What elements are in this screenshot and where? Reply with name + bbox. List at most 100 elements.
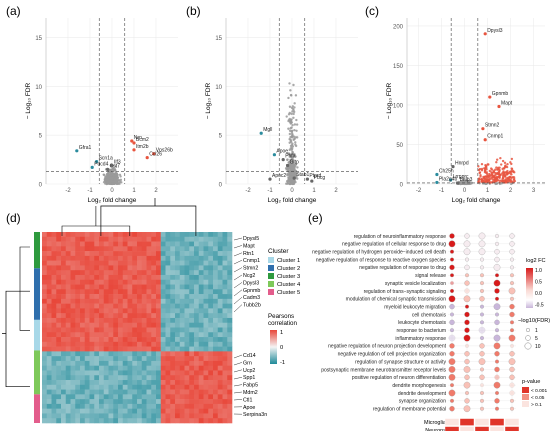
heatmap-cell [151, 351, 157, 357]
heatmap-cell [51, 294, 57, 300]
heatmap-cell [222, 341, 228, 347]
dot-mark [464, 280, 470, 286]
heatmap-cell [198, 232, 204, 238]
row-gene-label: Serpina3n [243, 412, 267, 418]
heatmap-cell [113, 351, 119, 357]
heatmap-cell [156, 356, 162, 362]
heatmap-cell [127, 370, 133, 376]
heatmap-cell [194, 365, 200, 371]
heatmap-cell [198, 265, 204, 271]
heatmap-cell [108, 236, 114, 242]
data-point [480, 162, 484, 166]
heatmap-cell [89, 351, 95, 357]
data-point [290, 126, 293, 129]
heatmap-cell [137, 332, 143, 338]
gene-label: Vps26b [156, 148, 173, 154]
heatmap-cell [70, 294, 76, 300]
heatmap-cell [103, 380, 109, 386]
heatmap-cell [184, 284, 190, 290]
heatmap-cell [184, 303, 190, 309]
heatmap-cell [118, 255, 124, 261]
heatmap-cell [213, 236, 219, 242]
heatmap-cell [227, 232, 233, 238]
y-tick-label: 200 [393, 24, 404, 30]
heatmap-cell [146, 265, 152, 271]
heatmap-cell [56, 365, 62, 371]
heatmap-cell [108, 317, 114, 324]
heatmap-cell [84, 327, 90, 333]
heatmap-cell [227, 327, 233, 333]
heatmap-cell [227, 255, 233, 261]
heatmap-cell [222, 298, 228, 304]
heatmap-cell [194, 251, 200, 257]
heatmap-cell [70, 298, 76, 304]
heatmap-cell [84, 241, 90, 247]
data-point [484, 179, 487, 183]
heatmap-cell [217, 246, 223, 252]
dot-mark [479, 374, 485, 380]
heatmap-cell [122, 232, 128, 238]
heatmap-cell [227, 265, 233, 271]
heatmap-cell [61, 375, 67, 381]
data-point [292, 83, 295, 87]
go-term-label: signal release [415, 273, 446, 279]
heatmap-cell [65, 303, 71, 309]
heatmap-cell [208, 317, 214, 324]
log2fc-tick-label: 1.0 [535, 268, 542, 274]
heatmap-cell [108, 337, 114, 343]
data-point [483, 170, 487, 174]
dot-mark [480, 265, 484, 270]
heatmap-cell [132, 418, 138, 424]
heatmap-cell [61, 365, 67, 371]
cluster-bar-segment [34, 268, 40, 320]
go-term-label: synapse organization [399, 399, 446, 405]
heatmap-cell [75, 308, 81, 314]
heatmap-cell [217, 394, 223, 400]
heatmap-cell [213, 251, 219, 257]
heatmap-cell [113, 270, 119, 276]
heatmap-cell [156, 418, 162, 424]
heatmap-cell [151, 418, 157, 424]
dot-mark [510, 343, 514, 348]
heatmap-cell [213, 408, 219, 414]
heatmap-cell [151, 274, 157, 281]
heatmap-cell [222, 313, 228, 319]
heatmap-cell [42, 298, 48, 304]
heatmap-cell [75, 260, 81, 266]
dot-mark [508, 334, 516, 342]
heatmap-cell [213, 365, 219, 371]
heatmap-cell [132, 260, 138, 266]
x-axis-label: Log₂ fold change [452, 197, 501, 204]
heatmap-cell [198, 308, 204, 314]
heatmap-cell [65, 317, 71, 324]
heatmap-cell [75, 322, 81, 328]
heatmap-cell [156, 279, 162, 285]
heatmap-cell [108, 260, 114, 266]
dot-mark [463, 405, 471, 413]
heatmap-cell [141, 322, 147, 328]
heatmap-cell [65, 232, 71, 238]
dot-mark [448, 334, 456, 342]
heatmap-cell [137, 232, 143, 238]
heatmap-cell [127, 251, 133, 257]
heatmap-cell [89, 284, 95, 290]
heatmap-cell [141, 255, 147, 261]
heatmap-cell [151, 260, 157, 266]
heatmap-cell [189, 375, 195, 381]
heatmap-cell [42, 279, 48, 285]
go-term-label: inflammatory response [395, 336, 446, 342]
heatmap-cell [208, 408, 214, 414]
heatmap-cell [151, 317, 157, 324]
heatmap-cell [99, 394, 105, 400]
heatmap-cell [170, 403, 176, 409]
heatmap-cell [189, 360, 195, 366]
labeled-point [305, 177, 309, 181]
heatmap-cell [132, 375, 138, 381]
heatmap-cell [122, 332, 128, 338]
annotation-cell [504, 418, 520, 426]
heatmap-cell [113, 260, 119, 266]
y-tick-label: 0 [219, 183, 223, 189]
heatmap-cell [89, 332, 95, 338]
labeled-point [110, 163, 114, 168]
data-point [496, 179, 500, 182]
